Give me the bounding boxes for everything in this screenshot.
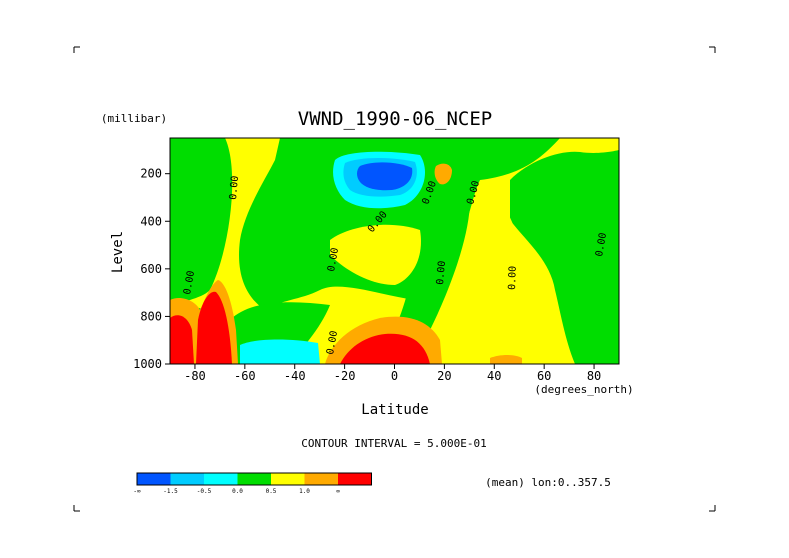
contour-label: 0.00 bbox=[182, 270, 197, 296]
y-units-label: (millibar) bbox=[101, 112, 167, 125]
x-tick-label: 0 bbox=[391, 369, 398, 383]
colorbar-swatch bbox=[137, 473, 171, 485]
colorbar-level-label: 0.0 bbox=[232, 488, 243, 495]
region-orange-small bbox=[434, 163, 452, 185]
y-axis-label: Level bbox=[110, 231, 126, 273]
colorbar-swatch bbox=[338, 473, 372, 485]
contour-plot bbox=[170, 138, 619, 364]
contour-label: 0.00 bbox=[228, 175, 241, 200]
y-tick-label: 800 bbox=[140, 309, 162, 323]
region-orange-tiny bbox=[490, 355, 522, 364]
colorbar-swatch bbox=[271, 473, 305, 485]
x-tick-label: 80 bbox=[587, 369, 601, 383]
colorbar-swatch bbox=[304, 473, 338, 485]
colorbar-level-label: -1.5 bbox=[163, 488, 178, 495]
colorbar-frame bbox=[136, 472, 372, 486]
region-yellow-east bbox=[465, 196, 550, 364]
contour-labels: 0.00 0.00 0.00 0.00 0.00 0.00 0.00 0.00 … bbox=[182, 175, 609, 355]
colorbar-level-label: -∞ bbox=[133, 488, 141, 495]
x-units-label: (degrees_north) bbox=[534, 383, 633, 396]
region-green-east bbox=[510, 150, 619, 364]
region-blue-core bbox=[357, 162, 413, 191]
y-tick-label: 400 bbox=[140, 214, 162, 228]
region-cyan-surface bbox=[240, 339, 320, 364]
region-red-south-a bbox=[170, 315, 194, 364]
corner-mark-bottom-left bbox=[73, 505, 80, 512]
y-axis: 200 400 600 800 1000 bbox=[133, 167, 170, 371]
region-red-south-b bbox=[196, 291, 232, 364]
x-axis-label: Latitude bbox=[361, 402, 428, 418]
corner-mark-bottom-right bbox=[709, 505, 716, 512]
x-tick-label: 40 bbox=[487, 369, 501, 383]
region-red-equator bbox=[340, 333, 430, 364]
x-tick-label: 20 bbox=[437, 369, 451, 383]
region-green-upper bbox=[239, 138, 561, 310]
colorbar-level-label: ∞ bbox=[336, 488, 340, 495]
y-tick-label: 200 bbox=[140, 167, 162, 181]
x-tick-label: -60 bbox=[234, 369, 256, 383]
chart-title: VWND_1990-06_NCEP bbox=[298, 108, 492, 130]
colorbar-level-label: -0.5 bbox=[197, 488, 212, 495]
x-axis: -80 -60 -40 -20 0 20 40 60 80 bbox=[184, 364, 601, 383]
contour-label: 0.00 bbox=[507, 266, 519, 290]
x-tick-label: -40 bbox=[284, 369, 306, 383]
contour-label: 0.00 bbox=[594, 232, 609, 258]
corner-mark-top-left bbox=[73, 46, 80, 53]
region-green-west bbox=[170, 138, 233, 310]
contour-interval-text: CONTOUR INTERVAL = 5.000E-01 bbox=[301, 437, 486, 450]
contour-label: 0.00 bbox=[435, 260, 448, 285]
contour-label: 0.00 bbox=[326, 247, 341, 273]
corner-mark-top-right bbox=[709, 46, 716, 53]
colorbar-level-label: 0.5 bbox=[266, 488, 277, 495]
colorbar-swatch bbox=[204, 473, 238, 485]
corner-marks bbox=[73, 46, 716, 512]
colorbar-swatch bbox=[170, 473, 204, 485]
x-tick-label: 60 bbox=[537, 369, 551, 383]
colorbar-swatch bbox=[237, 473, 271, 485]
colorbar-level-label: 1.0 bbox=[299, 488, 310, 495]
mean-text: (mean) lon:0..357.5 bbox=[485, 476, 611, 489]
colorbar: -∞ -1.5 -0.5 0.0 0.5 1.0 ∞ bbox=[133, 472, 372, 495]
x-tick-label: -80 bbox=[184, 369, 206, 383]
y-tick-label: 1000 bbox=[133, 357, 162, 371]
y-tick-label: 600 bbox=[140, 262, 162, 276]
x-tick-label: -20 bbox=[334, 369, 356, 383]
contour-label: 0.00 bbox=[325, 330, 340, 356]
region-yellow-interior bbox=[330, 224, 421, 285]
